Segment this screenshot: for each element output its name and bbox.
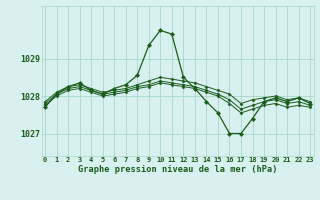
X-axis label: Graphe pression niveau de la mer (hPa): Graphe pression niveau de la mer (hPa): [78, 165, 277, 174]
